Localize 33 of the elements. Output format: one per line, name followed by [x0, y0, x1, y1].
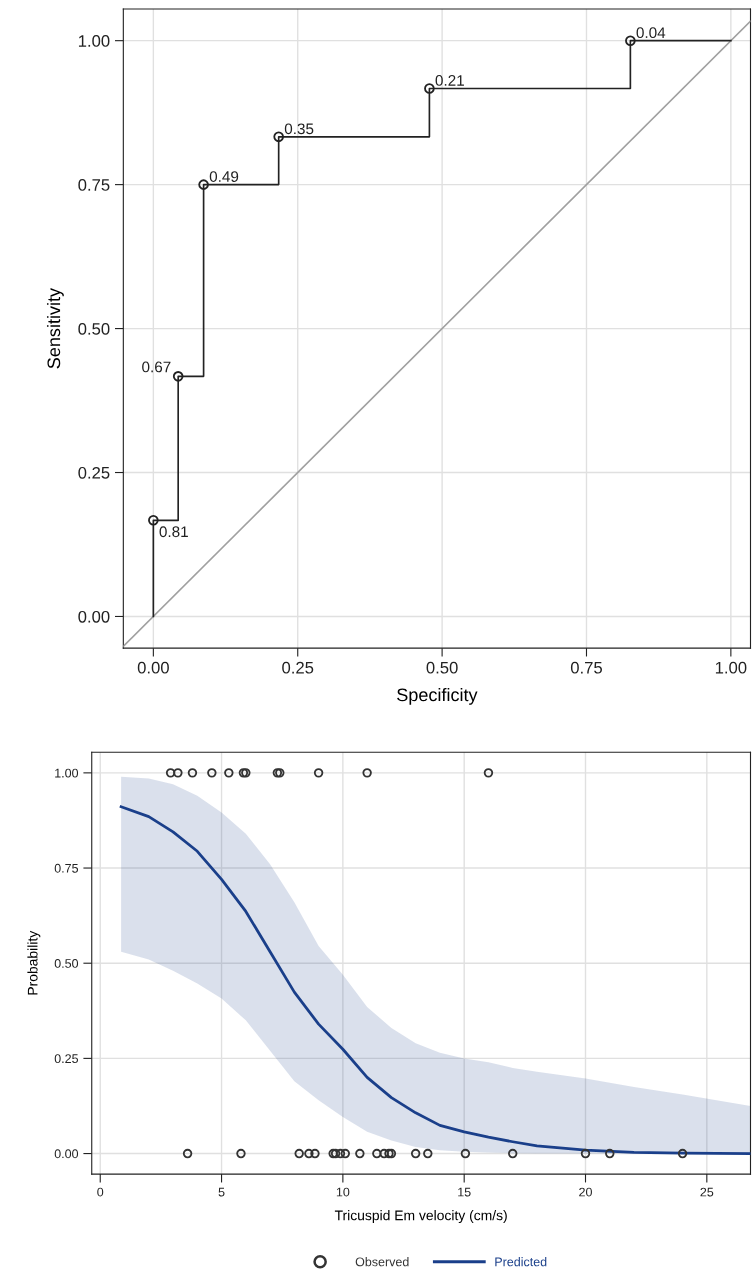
y-tick-label: 1.00: [55, 768, 79, 778]
y-tick-label: 0.75: [54, 863, 79, 873]
annotation: 0.49: [209, 171, 239, 182]
y-tick-label: 0.00: [54, 1149, 79, 1159]
x-tick-label: 10: [336, 1187, 350, 1197]
annotation: 0.67: [142, 361, 171, 373]
x-tick-label: 0.00: [137, 661, 169, 674]
x-tick-label: 15: [458, 1187, 471, 1197]
y-tick-label: 0.25: [78, 466, 110, 479]
x-tick-label: 5: [218, 1187, 225, 1197]
legend-label: Predicted: [495, 1257, 547, 1267]
y-tick-label: 0.50: [78, 322, 110, 335]
annotation: 0.04: [636, 27, 666, 39]
x-tick-label: 20: [579, 1187, 592, 1197]
text: Observed: [355, 1257, 409, 1267]
y-tick-label: 0.00: [78, 610, 110, 623]
y-tick-label: 0.75: [78, 179, 110, 191]
x-axis-title: Tricuspid Em velocity (cm/s): [334, 1210, 507, 1224]
x-axis-title: Specificity: [397, 687, 478, 705]
annotation: 0.21: [435, 75, 464, 86]
y-tick-label: 0.25: [54, 1054, 79, 1064]
x-tick-label: 0.25: [282, 661, 314, 674]
x-tick-label: 0: [97, 1187, 104, 1197]
x-tick-label: 25: [700, 1187, 714, 1197]
y-tick-label: 1.00: [78, 35, 110, 47]
x-tick-label: 1.00: [715, 661, 747, 674]
annotation: 0.81: [159, 526, 188, 538]
y-axis-title: Sensitivity: [46, 287, 64, 369]
y-axis-title: Probability: [27, 930, 41, 995]
x-tick-label: 0.75: [570, 661, 603, 674]
y-tick-label: 0.50: [54, 959, 79, 968]
annotation: 0.35: [284, 123, 314, 135]
x-tick-label: 0.50: [426, 661, 458, 674]
